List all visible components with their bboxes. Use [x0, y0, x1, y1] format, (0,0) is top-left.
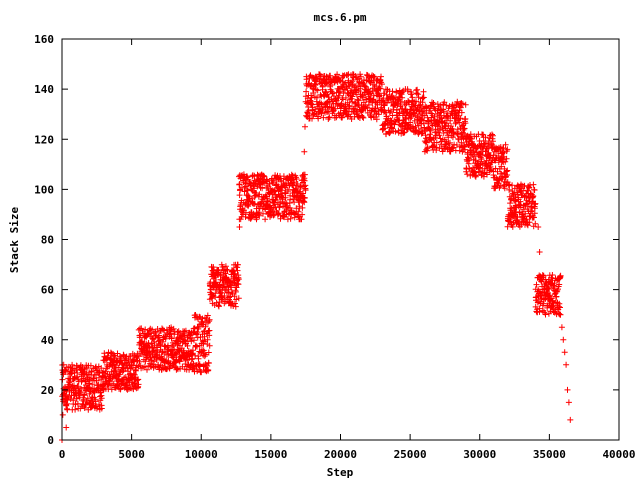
- x-tick: 30000: [463, 39, 496, 461]
- x-tick: 25000: [394, 39, 427, 461]
- y-tick-label: 140: [34, 83, 54, 96]
- x-tick: 40000: [602, 39, 636, 461]
- axis-ticks: 0 5000 10000 15000 20000 25000 30000 35000 40000…: [34, 33, 635, 461]
- y-tick-label: 160: [34, 33, 54, 46]
- x-tick: 10000: [185, 39, 218, 461]
- y-tick-label: 100: [34, 183, 54, 196]
- chart-title: mcs.6.pm: [314, 11, 367, 24]
- y-tick-label: 120: [34, 133, 54, 146]
- x-tick: 5000: [118, 39, 145, 461]
- x-tick: 35000: [533, 39, 566, 461]
- y-tick: 0: [47, 434, 619, 447]
- y-tick-label: 60: [41, 284, 54, 297]
- x-tick-label: 40000: [602, 448, 635, 461]
- y-tick-label: 0: [47, 434, 54, 447]
- x-tick-label: 0: [59, 448, 66, 461]
- x-tick-label: 10000: [185, 448, 218, 461]
- x-tick-label: 30000: [463, 448, 496, 461]
- x-axis-label: Step: [327, 466, 354, 479]
- x-tick-label: 20000: [324, 448, 357, 461]
- x-tick: 20000: [324, 39, 357, 461]
- x-tick-label: 15000: [254, 448, 287, 461]
- y-tick-label: 80: [41, 234, 54, 247]
- y-tick: 140: [34, 83, 619, 96]
- y-tick: 40: [41, 334, 619, 347]
- y-tick: 80: [41, 234, 619, 247]
- y-axis-label: Stack Size: [8, 207, 21, 274]
- y-tick-label: 20: [41, 384, 54, 397]
- x-tick-label: 35000: [533, 448, 566, 461]
- y-tick-label: 40: [41, 334, 54, 347]
- x-tick-label: 25000: [394, 448, 427, 461]
- x-tick: 15000: [254, 39, 287, 461]
- y-tick: 60: [41, 284, 619, 297]
- y-tick: 120: [34, 133, 619, 146]
- y-tick: 20: [41, 384, 619, 397]
- y-tick: 160: [34, 33, 619, 46]
- x-tick: 0: [59, 39, 66, 461]
- y-tick: 100: [34, 183, 619, 196]
- x-tick-label: 5000: [118, 448, 145, 461]
